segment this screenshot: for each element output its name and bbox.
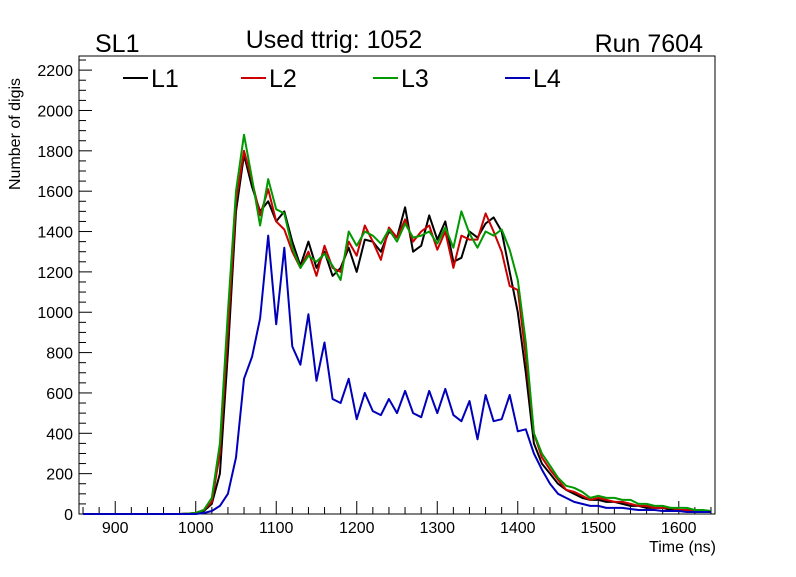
y-tick-label: 2000 [37,103,73,120]
header-right: Run 7604 [595,30,704,58]
x-tick-label: 900 [102,520,129,537]
legend-label-l4: L4 [533,65,561,93]
header-center: Used ttrig: 1052 [246,26,423,54]
x-tick-label: 1500 [580,520,616,537]
x-tick-label: 1300 [419,520,455,537]
x-axis-title: Time (ns) [649,539,716,556]
legend-label-l2: L2 [269,65,297,93]
y-tick-label: 1000 [37,305,73,322]
y-tick-label: 200 [46,467,73,484]
x-tick-label: 1200 [339,520,375,537]
y-tick-label: 1200 [37,265,73,282]
y-tick-label: 600 [46,386,73,403]
y-tick-label: 2200 [37,63,73,80]
series-lines [83,133,712,515]
legend-label-l3: L3 [401,65,429,93]
plot-frame [78,55,716,515]
y-axis-ticks: 0 200 400 600 800 1000 1200 1400 1600 1800 2000 220… [37,59,92,524]
y-tick-label: 0 [64,507,73,524]
y-tick-label: 1400 [37,225,73,242]
x-tick-label: 1600 [661,520,697,537]
header-left: SL1 [95,30,139,58]
y-tick-label: 400 [46,426,73,443]
series-line-l4 [83,234,711,515]
x-axis-ticks: 900 1000 1100 1200 1300 1400 1500 1600 [82,501,712,537]
legend-label-l1: L1 [151,65,179,93]
legend: L1 L2 L3 L4 [123,65,561,93]
x-tick-label: 1000 [178,520,214,537]
x-tick-label: 1100 [259,520,294,537]
y-axis-title: Number of digis [7,78,24,190]
x-tick-label: 1400 [500,520,536,537]
y-tick-label: 1600 [37,184,73,201]
y-tick-label: 1800 [37,144,73,161]
y-tick-label: 800 [46,346,73,363]
